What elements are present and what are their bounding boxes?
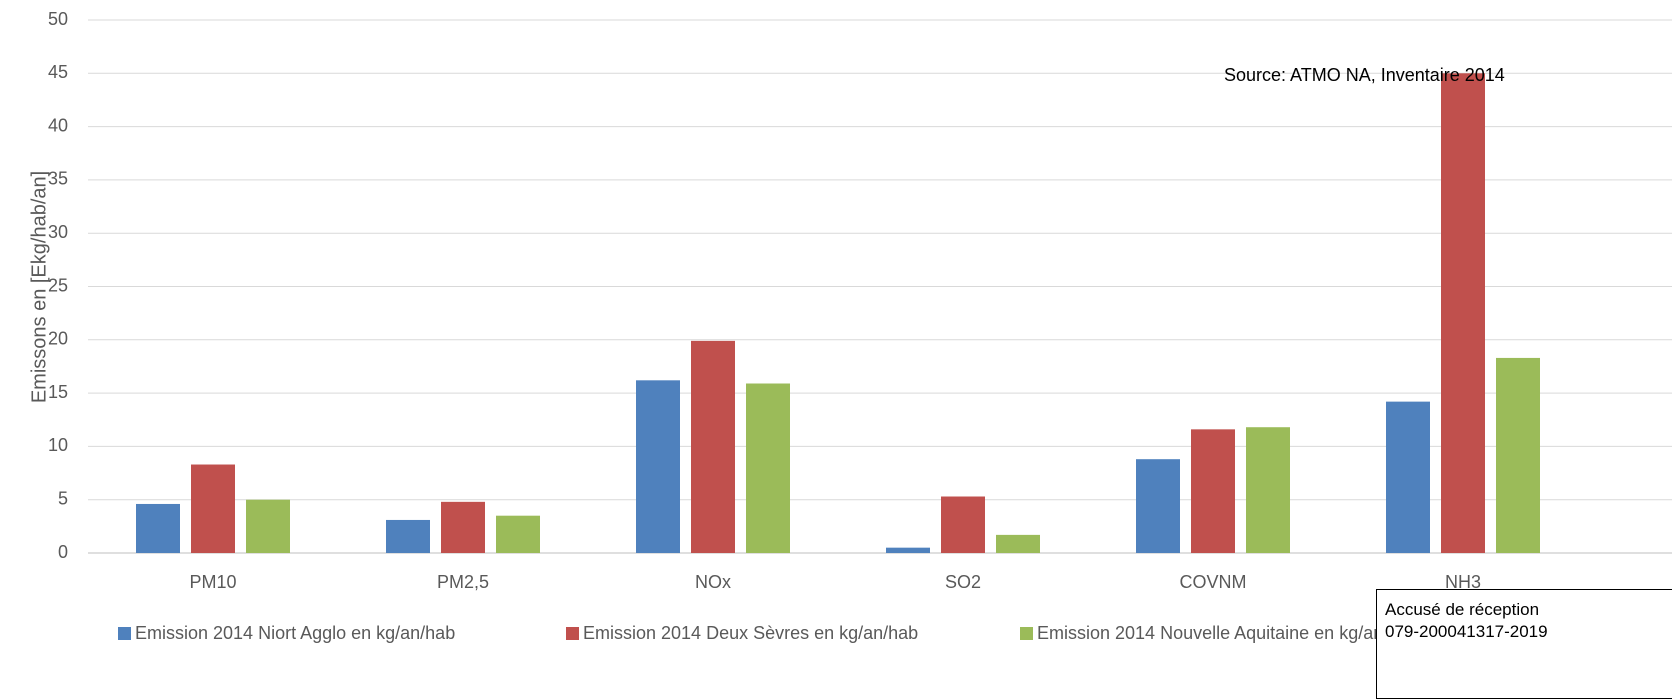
source-note: Source: ATMO NA, Inventaire 2014 [1224,65,1505,85]
legend-swatch [118,627,131,640]
x-tick-label: NOx [695,572,731,592]
y-axis-title: Emissons en [Ekg/hab/an] [28,171,50,403]
y-axis-ticks: 0 5 10 15 20 25 30 35 40 45 50 [48,9,68,562]
legend-label: Emission 2014 Deux Sèvres en kg/an/hab [583,623,919,643]
y-tick-label: 20 [48,329,68,349]
bar-pm25-series3 [496,515,540,553]
bar-nh3-series3 [1496,357,1540,553]
bar-covnm-series1 [1136,459,1180,553]
legend-item: Emission 2014 Nouvelle Aquitaine en kg/a… [1020,623,1418,644]
y-tick-label: 25 [48,275,68,295]
y-tick-label: 40 [48,115,68,135]
x-tick-label: PM2,5 [437,572,489,592]
legend-swatch [566,627,579,640]
bar-nh3-series2 [1441,73,1485,554]
bar-so2-series3 [996,534,1040,553]
bar-so2-series2 [941,496,985,553]
legend-label: Emission 2014 Niort Agglo en kg/an/hab [135,623,456,643]
x-tick-label: COVNM [1180,572,1247,592]
bar-covnm-series2 [1191,429,1235,553]
bar-nox-series3 [746,383,790,553]
legend-swatch [1020,627,1033,640]
x-axis-ticks: PM10 PM2,5 NOx SO2 COVNM NH3 [189,572,1481,592]
reception-stamp: Accusé de réception 079-200041317-2019 [1376,589,1672,699]
y-tick-label: 50 [48,9,68,29]
y-tick-label: 35 [48,169,68,189]
y-tick-label: 10 [48,435,68,455]
bar-pm25-series2 [441,501,485,553]
legend-item: Emission 2014 Niort Agglo en kg/an/hab [118,623,455,644]
legend-label: Emission 2014 Nouvelle Aquitaine en kg/a… [1037,623,1419,643]
bar-covnm-series3 [1246,427,1290,553]
bar-pm10-series2 [191,464,235,553]
y-tick-label: 15 [48,382,68,402]
stamp-line-2: 079-200041317-2019 [1385,622,1548,641]
bar-pm25-series1 [386,519,430,553]
stamp-line-1: Accusé de réception [1385,600,1540,619]
bar-nh3-series1 [1386,401,1430,553]
y-tick-label: 30 [48,222,68,242]
bars [136,73,1540,554]
bar-pm10-series1 [136,503,180,553]
y-tick-label: 0 [58,542,68,562]
gridlines [88,19,1672,554]
x-tick-label: SO2 [945,572,981,592]
bar-pm10-series3 [246,499,290,553]
y-tick-label: 45 [48,62,68,82]
legend-item: Emission 2014 Deux Sèvres en kg/an/hab [566,623,918,644]
x-tick-label: NH3 [1445,572,1481,592]
x-tick-label: PM10 [189,572,236,592]
bar-so2-series1 [886,547,930,553]
bar-nox-series1 [636,380,680,553]
bar-nox-series2 [691,340,735,553]
bar-chart: 0 5 10 15 20 25 30 35 40 45 50 PM10 PM2,5 NOx SO2 COVN… [28,9,1672,592]
y-tick-label: 5 [58,488,68,508]
